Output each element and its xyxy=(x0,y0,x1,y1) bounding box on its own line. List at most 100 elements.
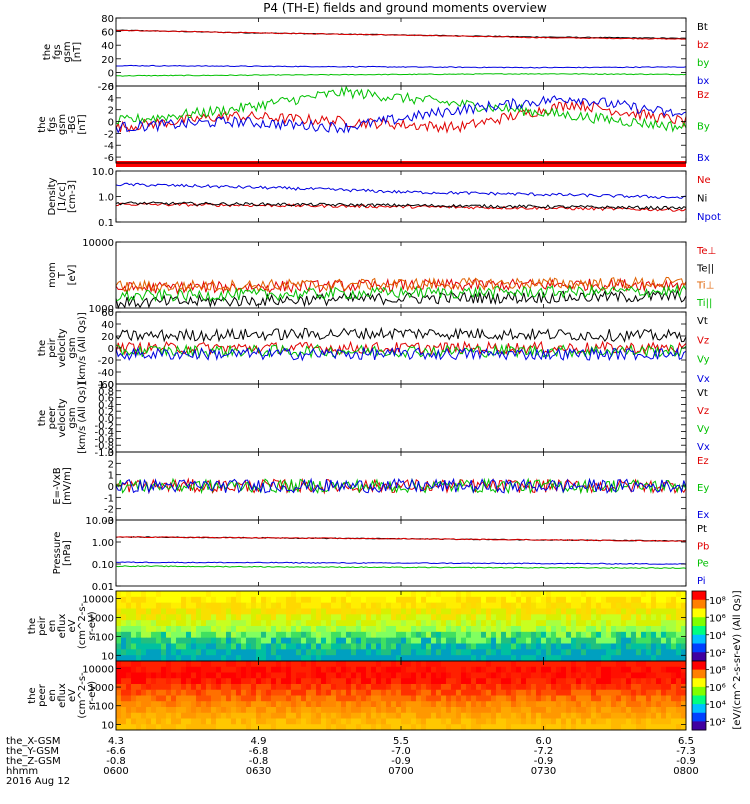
spectrogram-cell xyxy=(586,718,592,725)
spectrogram-cell xyxy=(146,724,152,731)
spectrogram-cell xyxy=(641,684,647,691)
spectrogram-cell xyxy=(116,701,122,708)
spectrogram-cell xyxy=(416,666,422,673)
spectrogram-cell xyxy=(216,661,222,668)
spectrogram-cell xyxy=(646,695,652,702)
spectrogram-cell xyxy=(411,649,417,656)
spectrogram-cell xyxy=(601,684,607,691)
spectrogram-cell xyxy=(541,614,547,621)
spectrogram-cell xyxy=(296,591,302,598)
spectrogram-cell xyxy=(231,620,237,627)
spectrogram-cell xyxy=(616,707,622,714)
spectrogram-cell xyxy=(566,661,572,668)
spectrogram-cell xyxy=(551,672,557,679)
y-tick-label: -0.4 xyxy=(94,428,114,439)
y-axis-label-line: en xyxy=(47,620,58,633)
spectrogram-cell xyxy=(231,707,237,714)
spectrogram-cell xyxy=(516,596,522,604)
spectrogram-cell xyxy=(481,620,487,627)
spectrogram-cell xyxy=(256,684,262,691)
spectrogram-cell xyxy=(351,672,357,679)
spectrogram-cell xyxy=(616,620,622,627)
spectrogram-cell xyxy=(601,718,607,725)
spectrogram-cell xyxy=(451,643,457,650)
spectrogram-cell xyxy=(376,649,382,656)
spectrogram-cell xyxy=(176,672,182,679)
spectrogram-cell xyxy=(181,689,187,696)
spectrogram-cell xyxy=(636,620,642,627)
spectrogram-cell xyxy=(376,608,382,615)
spectrogram-cell xyxy=(351,602,357,609)
spectrogram-cell xyxy=(466,655,472,662)
spectrogram-cell xyxy=(671,666,677,673)
spectrogram-cell xyxy=(186,626,192,633)
spectrogram-cell xyxy=(516,643,522,650)
spectrogram-cell xyxy=(146,596,152,604)
spectrogram-cell xyxy=(121,655,127,662)
spectrogram-cell xyxy=(621,591,627,598)
spectrogram-cell xyxy=(421,701,427,708)
spectrogram-cell xyxy=(541,718,547,725)
spectrogram-cell xyxy=(501,701,507,708)
spectrogram-cell xyxy=(256,666,262,673)
spectrogram-cell xyxy=(481,637,487,644)
spectrogram-cell xyxy=(141,672,147,679)
spectrogram-cell xyxy=(566,724,572,731)
spectrogram-cell xyxy=(681,689,687,696)
spectrogram-cell xyxy=(161,643,167,650)
spectrogram-cell xyxy=(596,684,602,691)
spectrogram-cell xyxy=(501,678,507,685)
spectrogram-cell xyxy=(451,718,457,725)
y-axis-label: thepeerenefluxeV(cm^2-s-sr-eV) xyxy=(27,672,98,719)
spectrogram-cell xyxy=(241,602,247,609)
spectrogram-cell xyxy=(641,626,647,633)
spectrogram-cell xyxy=(506,707,512,714)
spectrogram-cell xyxy=(336,602,342,609)
spectrogram-cell xyxy=(281,672,287,679)
spectrogram-cell xyxy=(156,712,162,719)
spectrogram-cell xyxy=(356,666,362,673)
spectrogram-cell xyxy=(661,695,667,702)
colorbar-segment xyxy=(692,626,706,636)
spectrogram-cell xyxy=(456,649,462,656)
spectrogram-cell xyxy=(221,684,227,691)
spectrogram-cell xyxy=(396,707,402,714)
spectrogram-cell xyxy=(566,631,572,639)
spectrogram-cell xyxy=(511,718,517,725)
spectrogram-cell xyxy=(481,666,487,673)
spectrogram-cell xyxy=(151,666,157,673)
spectrogram-cell xyxy=(581,707,587,714)
spectrogram-cell xyxy=(266,678,272,685)
spectrogram-cell xyxy=(241,724,247,731)
spectrogram-cell xyxy=(661,678,667,685)
spectrogram-cell xyxy=(461,602,467,609)
spectrogram-cell xyxy=(431,661,437,668)
spectrogram-cell xyxy=(536,637,542,644)
spectrogram-cell xyxy=(656,672,662,679)
spectrogram-cell xyxy=(406,596,412,604)
spectrogram-cell xyxy=(386,724,392,731)
spectrogram-cell xyxy=(156,707,162,714)
y-axis-label-line: eV xyxy=(67,619,78,632)
spectrogram-cell xyxy=(406,672,412,679)
spectrogram-cell xyxy=(531,701,537,708)
spectrogram-cell xyxy=(406,637,412,644)
spectrogram-cell xyxy=(476,602,482,609)
spectrogram-cell xyxy=(471,712,477,719)
spectrogram-cell xyxy=(566,620,572,627)
spectrogram-cell xyxy=(366,602,372,609)
y-tick-label: -0.6 xyxy=(94,434,114,445)
spectrogram-cell xyxy=(306,626,312,633)
spectrogram-cell xyxy=(126,643,132,650)
spectrogram-cell xyxy=(216,695,222,702)
spectrogram-cell xyxy=(466,707,472,714)
y-axis-label-line: the xyxy=(37,340,48,356)
spectrogram-cell xyxy=(631,695,637,702)
spectrogram-cell xyxy=(596,596,602,604)
spectrogram-cell xyxy=(361,596,367,604)
spectrogram-cell xyxy=(596,626,602,633)
spectrogram-cell xyxy=(251,591,257,598)
spectrogram-cell xyxy=(641,661,647,668)
colorbar-segment xyxy=(692,686,706,697)
